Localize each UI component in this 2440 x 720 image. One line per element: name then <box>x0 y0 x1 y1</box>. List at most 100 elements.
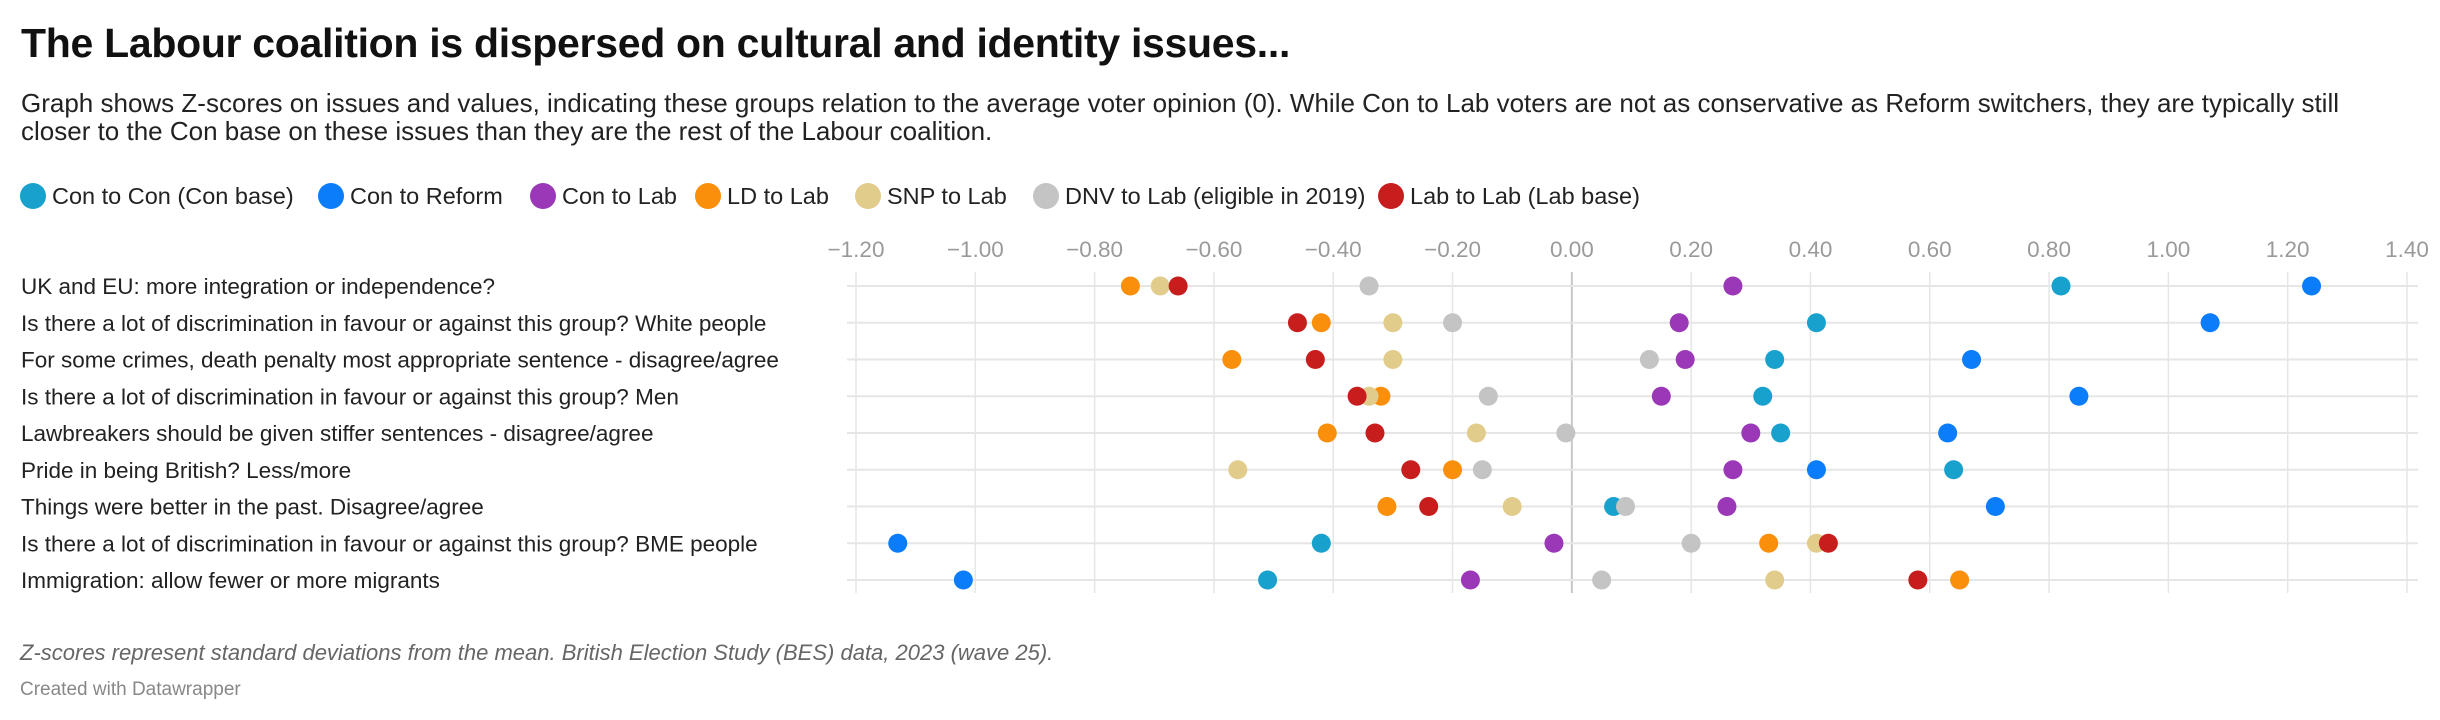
data-point <box>1985 497 2005 516</box>
row-label: Pride in being British? Less/more <box>21 458 351 483</box>
data-point <box>1478 386 1498 406</box>
data-point <box>1228 460 1248 480</box>
dot-plot-chart: −1.20 −1.00 −0.80 −0.60 −0.40 −0.20 0.00 0.20 0.… <box>21 237 2429 593</box>
legend-item[interactable]: SNP to Lab <box>855 180 1007 212</box>
legend-swatch-icon <box>318 183 344 209</box>
data-point <box>1616 497 1636 516</box>
data-point <box>1544 533 1564 553</box>
x-tick-label: −1.20 <box>828 237 885 262</box>
data-point <box>1466 423 1486 443</box>
legend-item[interactable]: Con to Lab <box>530 180 677 212</box>
data-point <box>2069 386 2089 406</box>
legend-label: Con to Con (Con base) <box>52 182 294 209</box>
data-point <box>1556 423 1576 443</box>
legend-item[interactable]: LD to Lab <box>695 180 829 212</box>
legend-swatch-icon <box>530 183 556 209</box>
data-point <box>888 533 908 553</box>
legend-label: Lab to Lab (Lab base) <box>1410 182 1640 209</box>
x-tick-label: 1.20 <box>2266 237 2310 262</box>
data-point <box>2302 276 2322 296</box>
data-point <box>1938 423 1958 443</box>
data-point <box>1120 276 1140 296</box>
data-point <box>1765 350 1785 369</box>
legend-swatch-icon <box>20 183 46 209</box>
data-point <box>1759 533 1779 553</box>
data-point <box>1818 533 1838 553</box>
series-dnv-to-lab-eligible-in-2019 <box>1359 276 1701 590</box>
chart-subtitle: Graph shows Z-scores on issues and value… <box>21 88 2340 146</box>
x-tick-label: 0.00 <box>1550 237 1594 262</box>
data-point <box>1311 313 1331 333</box>
data-point <box>1806 460 1826 480</box>
data-point <box>2200 313 2220 333</box>
x-tick-label: 0.40 <box>1789 237 1833 262</box>
data-point <box>953 570 973 590</box>
data-point <box>1681 533 1701 553</box>
x-tick-label: −0.40 <box>1305 237 1362 262</box>
data-point <box>1419 497 1439 516</box>
data-point <box>1723 460 1743 480</box>
data-point <box>1502 497 1522 516</box>
row-label: For some crimes, death penalty most appr… <box>21 348 779 373</box>
legend-item[interactable]: Con to Reform <box>318 180 503 212</box>
data-point <box>1287 313 1307 333</box>
x-tick-label: −1.00 <box>947 237 1004 262</box>
legend-item[interactable]: Lab to Lab (Lab base) <box>1378 180 1640 212</box>
data-points <box>888 276 2322 590</box>
x-tick-label: −0.60 <box>1185 237 1242 262</box>
data-point <box>1592 570 1612 590</box>
data-point <box>1472 460 1492 480</box>
row-label: UK and EU: more integration or independe… <box>21 274 495 299</box>
data-point <box>1806 313 1826 333</box>
row-labels: UK and EU: more integration or independe… <box>21 274 779 593</box>
legend-item[interactable]: DNV to Lab (eligible in 2019) <box>1033 180 1365 212</box>
data-point <box>1443 460 1463 480</box>
data-point <box>1359 276 1379 296</box>
legend-label: SNP to Lab <box>887 182 1007 209</box>
data-point <box>1401 460 1421 480</box>
x-tick-label: 1.00 <box>2146 237 2190 262</box>
row-label: Immigration: allow fewer or more migrant… <box>21 568 440 593</box>
data-point <box>1741 423 1761 443</box>
x-tick-label: −0.80 <box>1066 237 1123 262</box>
data-point <box>1383 313 1403 333</box>
legend-swatch-icon <box>1033 183 1059 209</box>
data-point <box>1258 570 1278 590</box>
series-ld-to-lab <box>1120 276 1970 590</box>
legend-label: DNV to Lab (eligible in 2019) <box>1065 182 1366 209</box>
row-label: Is there a lot of discrimination in favo… <box>21 311 766 336</box>
row-label: Is there a lot of discrimination in favo… <box>21 384 679 409</box>
data-point <box>1383 350 1403 369</box>
data-point <box>1717 497 1737 516</box>
chart-title: The Labour coalition is dispersed on cul… <box>21 20 1291 66</box>
data-point <box>1675 350 1695 369</box>
data-point <box>1753 386 1773 406</box>
data-point <box>1944 460 1964 480</box>
x-tick-label: 0.60 <box>1908 237 1952 262</box>
legend-label: Con to Reform <box>350 182 503 209</box>
series-lab-to-lab-lab-base <box>1168 276 1928 590</box>
data-point <box>2051 276 2071 296</box>
data-point <box>1723 276 1743 296</box>
data-point <box>1669 313 1689 333</box>
legend-swatch-icon <box>1378 183 1404 209</box>
x-axis-ticks: −1.20 −1.00 −0.80 −0.60 −0.40 −0.20 0.00 0.20 0.… <box>828 237 2429 262</box>
data-point <box>1460 570 1480 590</box>
data-point <box>1962 350 1982 369</box>
legend-label: LD to Lab <box>727 182 829 209</box>
data-point <box>1222 350 1242 369</box>
footer-credit[interactable]: Created with Datawrapper <box>20 679 241 700</box>
data-point <box>1317 423 1337 443</box>
series-con-to-con-con-base <box>1258 276 2071 590</box>
data-point <box>1908 570 1928 590</box>
x-tick-label: 1.40 <box>2385 237 2429 262</box>
data-point <box>1150 276 1170 296</box>
legend-swatch-icon <box>695 183 721 209</box>
data-point <box>1950 570 1970 590</box>
data-point <box>1443 313 1463 333</box>
legend-item[interactable]: Con to Con (Con base) <box>20 180 294 212</box>
data-point <box>1765 570 1785 590</box>
data-point <box>1347 386 1367 406</box>
series-con-to-lab <box>1460 276 1761 590</box>
data-point <box>1168 276 1188 296</box>
